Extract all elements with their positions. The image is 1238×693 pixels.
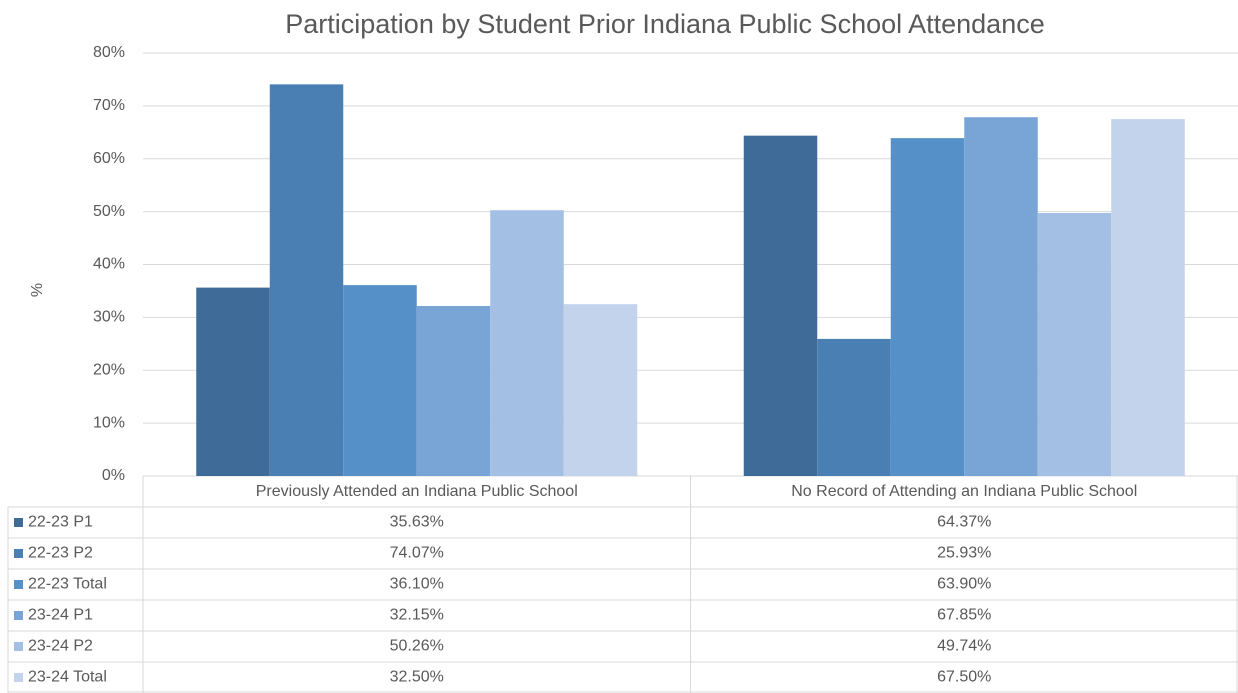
table-cell: 74.07% [390, 545, 444, 562]
legend-label: 23-24 P2 [28, 638, 93, 655]
y-tick-label: 60% [93, 150, 125, 167]
bar [416, 306, 491, 476]
y-tick-label: 50% [93, 203, 125, 220]
table-cell: 67.50% [937, 669, 991, 686]
table-cell: 36.10% [390, 576, 444, 593]
legend-label: 22-23 P1 [28, 514, 93, 531]
bar [196, 287, 270, 476]
table-cell: 49.74% [937, 638, 991, 655]
bar [964, 117, 1038, 476]
bar [563, 304, 638, 476]
bar [269, 84, 344, 477]
y-tick-label: 40% [93, 256, 125, 273]
bar [1111, 119, 1185, 476]
bar [343, 285, 417, 476]
table-cell: 64.37% [937, 514, 991, 531]
legend-key [14, 549, 23, 558]
legend-label: 22-23 Total [28, 576, 107, 593]
y-tick-label: 20% [93, 361, 125, 378]
y-tick-label: 0% [102, 467, 125, 484]
y-tick-label: 80% [93, 44, 125, 61]
x-tick-label: Previously Attended an Indiana Public Sc… [256, 483, 578, 500]
y-tick-label: 30% [93, 309, 125, 326]
y-tick-label: 70% [93, 97, 125, 114]
table-cell: 32.50% [390, 669, 444, 686]
y-axis-label: % [29, 283, 46, 297]
legend-key [14, 518, 23, 527]
legend-key [14, 580, 23, 589]
bar [817, 338, 891, 476]
legend-label: 23-24 Total [28, 669, 107, 686]
x-tick-label: No Record of Attending an Indiana Public… [791, 483, 1137, 500]
chart-title: Participation by Student Prior Indiana P… [285, 9, 1044, 39]
y-tick-label: 10% [93, 414, 125, 431]
table-cell: 63.90% [937, 576, 991, 593]
legend-key [14, 673, 23, 682]
table-cell: 32.15% [390, 607, 444, 624]
bar [743, 135, 818, 477]
legend-label: 22-23 P2 [28, 545, 93, 562]
legend-key [14, 611, 23, 620]
legend-key [14, 642, 23, 651]
bar [490, 210, 564, 476]
bar [890, 138, 965, 476]
bar [1037, 212, 1112, 476]
table-cell: 67.85% [937, 607, 991, 624]
table-cell: 25.93% [937, 545, 991, 562]
legend-label: 23-24 P1 [28, 607, 93, 624]
table-cell: 35.63% [390, 514, 444, 531]
table-cell: 50.26% [390, 638, 444, 655]
